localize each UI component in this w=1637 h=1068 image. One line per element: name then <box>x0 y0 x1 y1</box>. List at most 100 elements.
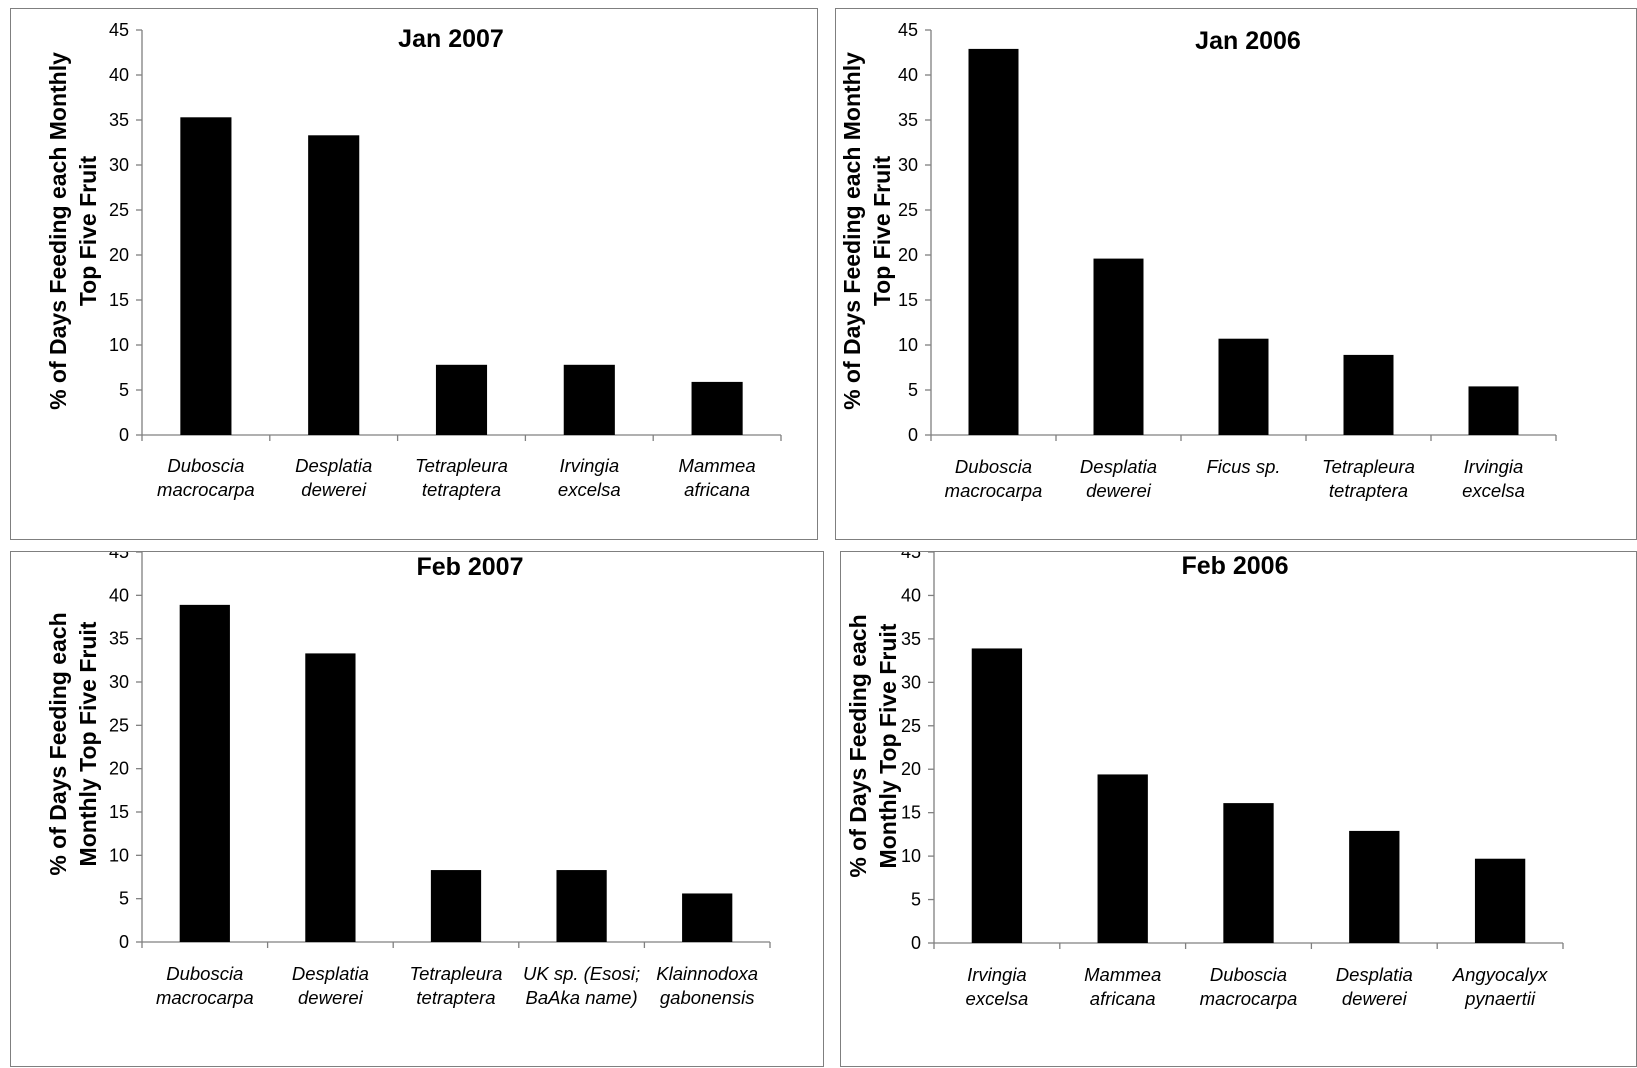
x-category-label: excelsa <box>1462 480 1525 501</box>
x-category-label: Tetrapleura <box>410 963 503 984</box>
chart-svg: Feb 2007 % of Days Feeding each Monthly To… <box>45 552 771 1008</box>
y-axis-label: % of Days Feeding each <box>45 612 71 875</box>
bar <box>563 364 615 435</box>
y-tick-label: 20 <box>109 759 129 779</box>
x-category-label: Angyocalyx <box>1452 964 1548 985</box>
x-category-label: Irvingia <box>967 964 1027 985</box>
x-category-label: pynaertii <box>1464 988 1536 1009</box>
chart-panel-jan-2006: Jan 2006 % of Days Feeding each Monthly To… <box>835 8 1637 540</box>
y-tick-label: 25 <box>109 200 129 220</box>
y-tick-label: 10 <box>901 846 921 866</box>
y-tick-label: 15 <box>901 803 921 823</box>
x-category-label: Duboscia <box>955 456 1032 477</box>
bar <box>968 48 1019 436</box>
bar <box>179 604 230 942</box>
bar <box>435 364 488 435</box>
y-tick-label: 5 <box>911 890 921 910</box>
y-tick-label: 15 <box>109 290 129 310</box>
x-category-label: macrocarpa <box>945 480 1043 501</box>
y-tick-label: 30 <box>901 672 921 692</box>
y-tick-label: 25 <box>898 200 918 220</box>
x-category-label: excelsa <box>966 988 1029 1009</box>
y-axis-label: Monthly Top Five Fruit <box>875 623 901 868</box>
y-tick-label: 35 <box>109 629 129 649</box>
y-tick-label: 0 <box>908 425 918 445</box>
x-category-label: dewerei <box>301 479 367 500</box>
chart-title: Jan 2007 <box>398 25 504 53</box>
y-tick-label: 40 <box>901 585 921 605</box>
x-category-label: dewerei <box>1086 480 1152 501</box>
x-category-label: africana <box>1090 988 1156 1009</box>
x-category-label: tetraptera <box>416 987 495 1008</box>
y-tick-label: 30 <box>109 155 129 175</box>
y-tick-label: 35 <box>898 110 918 130</box>
bar <box>430 870 482 942</box>
bar <box>682 893 733 942</box>
bar <box>1468 386 1519 435</box>
x-category-label: tetraptera <box>1329 480 1408 501</box>
y-tick-label: 5 <box>119 889 129 909</box>
y-tick-label: 45 <box>901 552 921 562</box>
x-category-label: Irvingia <box>559 455 619 476</box>
y-axis-label: Top Five Fruit <box>75 155 101 306</box>
x-category-label: Mammea <box>1084 964 1161 985</box>
y-axis-label: % of Days Feeding each <box>845 614 871 877</box>
x-category-label: macrocarpa <box>157 479 255 500</box>
chart-svg: Feb 2006 % of Days Feeding each Monthly To… <box>845 552 1564 1009</box>
chart-svg: Jan 2007 % of Days Feeding each Monthly To… <box>45 20 782 500</box>
y-tick-label: 20 <box>898 245 918 265</box>
y-tick-label: 30 <box>898 155 918 175</box>
y-tick-label: 25 <box>901 716 921 736</box>
y-tick-label: 0 <box>119 932 129 952</box>
y-axis-label: % of Days Feeding each Monthly <box>839 52 865 410</box>
bar <box>1223 803 1274 943</box>
bar <box>556 870 607 942</box>
x-category-label: dewerei <box>1342 988 1408 1009</box>
x-category-label: tetraptera <box>422 479 501 500</box>
y-tick-label: 10 <box>109 335 129 355</box>
x-category-label: africana <box>684 479 750 500</box>
x-category-label: excelsa <box>558 479 621 500</box>
x-category-label: Irvingia <box>1464 456 1524 477</box>
x-category-label: Tetrapleura <box>415 455 508 476</box>
x-category-label: BaAka name) <box>526 987 638 1008</box>
x-category-label: Duboscia <box>1210 964 1287 985</box>
bar <box>1349 830 1400 943</box>
y-axis-label: Monthly Top Five Fruit <box>75 621 101 866</box>
chart-title: Feb 2007 <box>416 553 523 581</box>
x-category-label: Mammea <box>679 455 756 476</box>
y-tick-label: 0 <box>119 425 129 445</box>
x-category-label: macrocarpa <box>156 987 254 1008</box>
y-tick-label: 35 <box>901 629 921 649</box>
y-tick-label: 10 <box>109 845 129 865</box>
y-tick-label: 10 <box>898 335 918 355</box>
y-tick-label: 45 <box>109 552 129 562</box>
x-category-label: Tetrapleura <box>1322 456 1415 477</box>
y-tick-label: 40 <box>109 65 129 85</box>
chart-title: Feb 2006 <box>1181 552 1288 580</box>
y-tick-label: 25 <box>109 715 129 735</box>
y-tick-label: 45 <box>109 20 129 40</box>
y-tick-label: 35 <box>109 110 129 130</box>
y-axis-label: % of Days Feeding each Monthly <box>45 52 71 410</box>
chart-svg: Jan 2006 % of Days Feeding each Monthly To… <box>839 20 1557 501</box>
x-category-label: Desplatia <box>1336 964 1413 985</box>
bar <box>1093 258 1144 435</box>
x-category-label: dewerei <box>298 987 364 1008</box>
y-axis-label: Top Five Fruit <box>869 155 895 306</box>
x-category-label: Desplatia <box>292 963 369 984</box>
x-category-label: gabonensis <box>660 987 755 1008</box>
y-tick-label: 30 <box>109 672 129 692</box>
x-category-label: Desplatia <box>1080 456 1157 477</box>
bar <box>180 117 232 436</box>
y-tick-label: 45 <box>898 20 918 40</box>
x-category-label: UK sp. (Esosi; <box>523 963 640 984</box>
y-tick-label: 40 <box>898 65 918 85</box>
y-tick-label: 20 <box>901 759 921 779</box>
y-tick-label: 15 <box>898 290 918 310</box>
y-tick-label: 5 <box>908 380 918 400</box>
bar <box>1343 354 1394 435</box>
bar <box>1097 774 1148 943</box>
bar <box>971 648 1023 943</box>
y-tick-label: 5 <box>119 380 129 400</box>
